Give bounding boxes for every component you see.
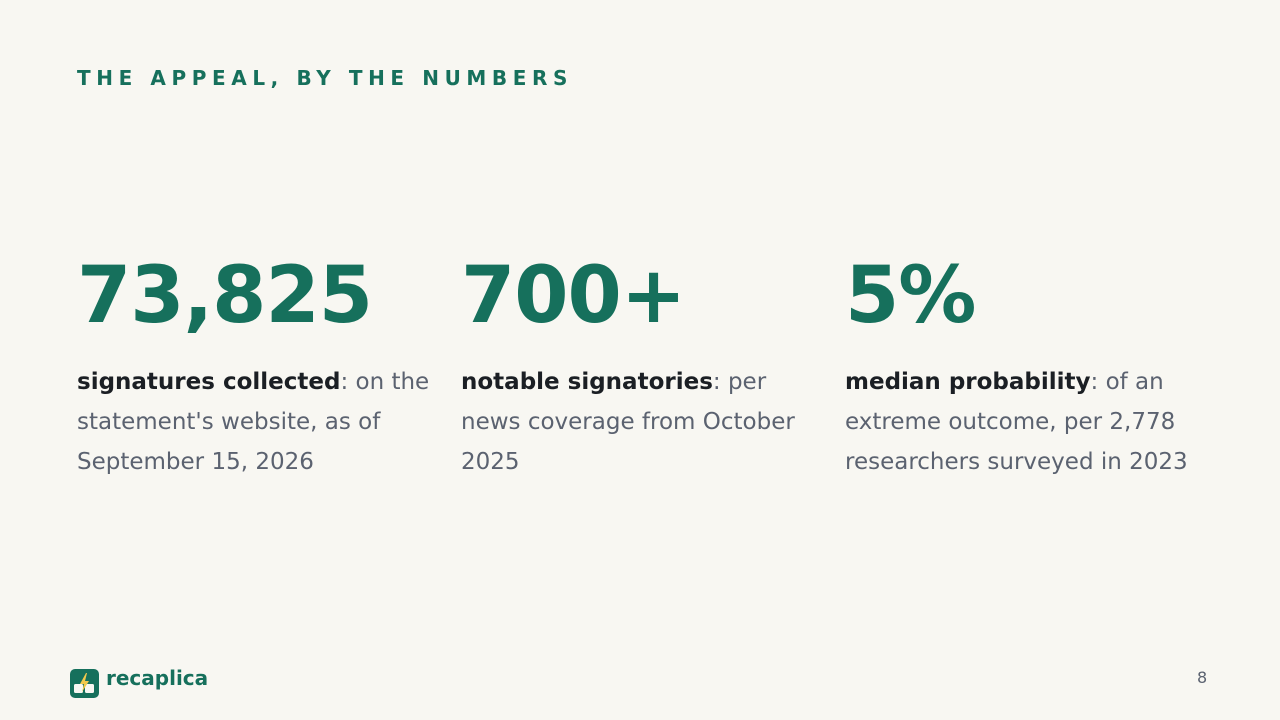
stat-value: 5% — [845, 251, 976, 341]
stat-label: median probability — [845, 369, 1091, 395]
brand: recaplica — [70, 665, 209, 698]
page-number: 8 — [1197, 668, 1208, 687]
stat-text: signatures collected: on the statement's… — [77, 362, 445, 482]
stat-value: 73,825 — [77, 251, 373, 341]
stat-label: signatures collected — [77, 369, 341, 395]
stat-text: median probability: of an extreme outcom… — [845, 362, 1213, 482]
stat-description: : per news coverage from October 2025 — [461, 369, 795, 475]
stat: 5% median probability: of an extreme out… — [845, 248, 1213, 482]
brand-logo — [70, 669, 99, 698]
stat-value: 700+ — [461, 251, 686, 341]
stat: 700+ notable signatories: per news cover… — [461, 248, 829, 482]
slide-title: THE APPEAL, BY THE NUMBERS — [77, 66, 574, 90]
stat: 73,825 signatures collected: on the stat… — [77, 248, 445, 482]
stat-description: : on the statement's website, as of Sept… — [77, 369, 430, 475]
stat-label: notable signatories — [461, 369, 713, 395]
stat-description: : of an extreme outcome, per 2,778 resea… — [845, 369, 1188, 475]
stat-text: notable signatories: per news coverage f… — [461, 362, 829, 482]
brand-name: recaplica — [106, 665, 209, 690]
